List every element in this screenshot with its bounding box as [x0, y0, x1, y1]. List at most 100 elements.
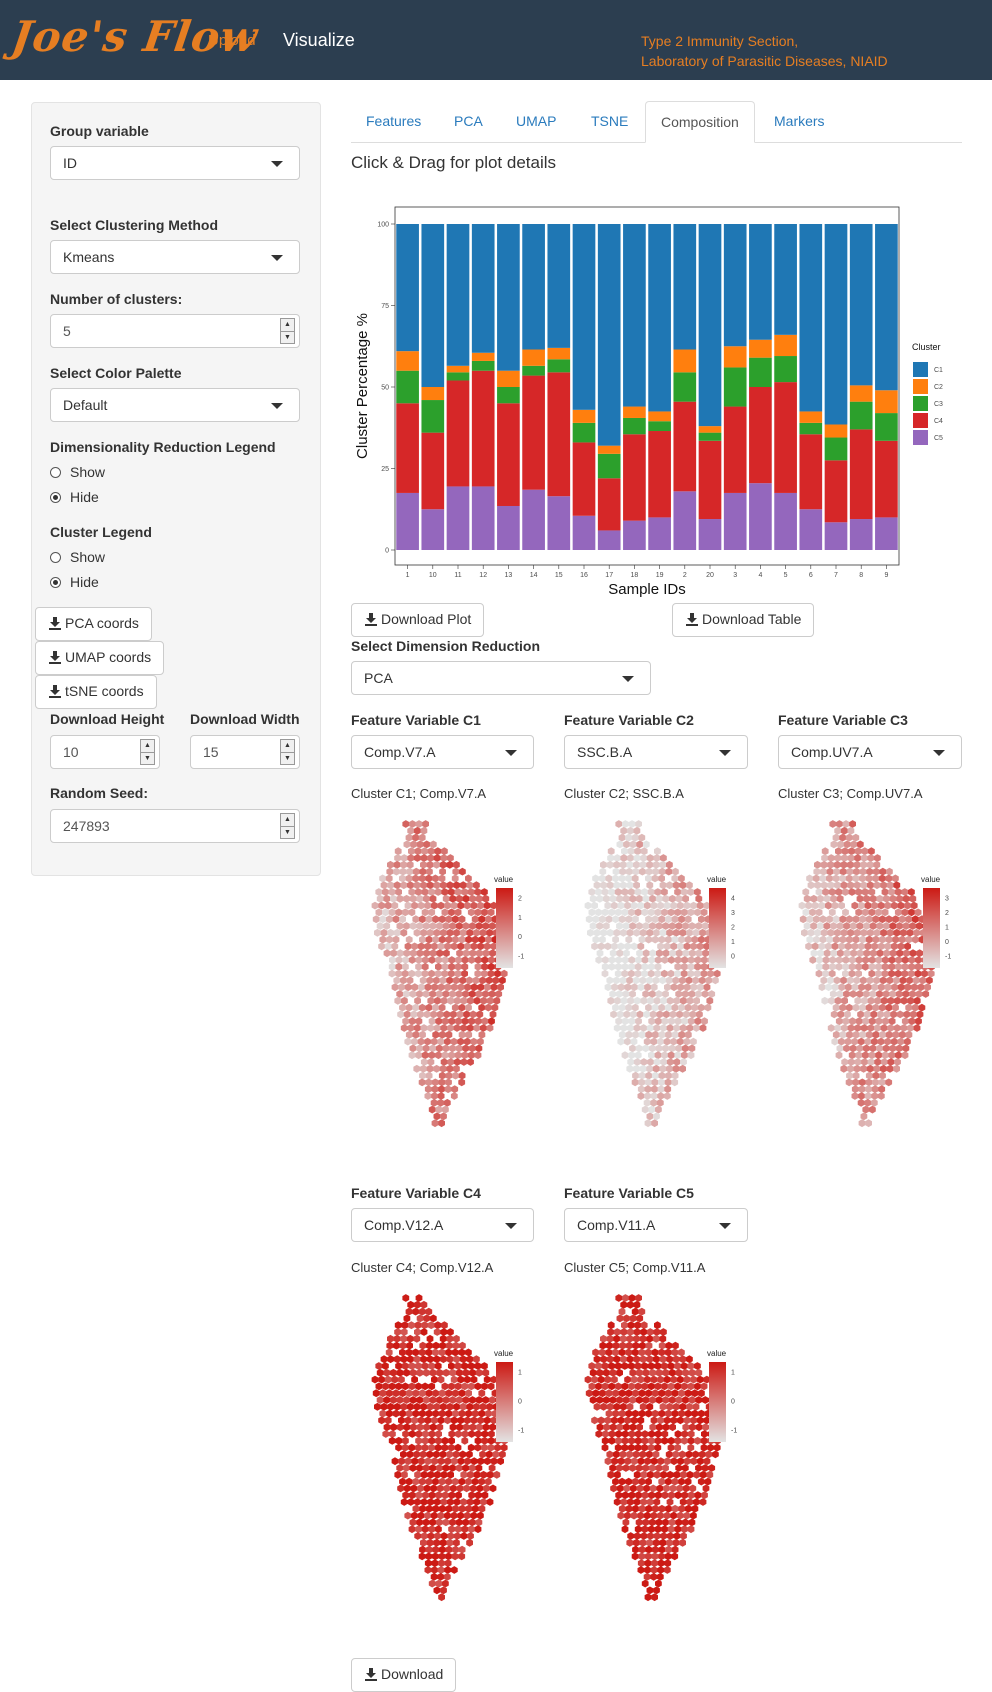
- feature-c2-select[interactable]: SSC.B.A: [564, 735, 748, 769]
- hex-cell: [666, 881, 673, 890]
- hex-cell: [599, 935, 606, 944]
- feature-c1-select[interactable]: Comp.V7.A: [351, 735, 534, 769]
- dr-legend-show-radio[interactable]: Show: [50, 464, 105, 480]
- spinner-icon[interactable]: ▲ ▼: [280, 318, 295, 344]
- dim-reduction-select[interactable]: PCA: [351, 661, 651, 695]
- hex-cell: [473, 881, 480, 890]
- spinner-icon[interactable]: ▲ ▼: [140, 739, 155, 765]
- hex-cell: [382, 908, 389, 917]
- tab-features[interactable]: Features: [366, 113, 422, 129]
- hex-cell: [881, 888, 889, 896]
- hex-cell: [657, 1566, 665, 1574]
- tab-pca[interactable]: PCA: [454, 113, 483, 129]
- hex-cell: [408, 1321, 415, 1330]
- tab-markers[interactable]: Markers: [774, 113, 825, 129]
- spinner-icon[interactable]: ▲ ▼: [280, 739, 295, 765]
- legend-tick-label: 2: [945, 910, 949, 917]
- nav-visualize-link[interactable]: Visualize: [283, 30, 355, 50]
- hex-cell: [632, 1450, 640, 1459]
- hex-cell: [636, 1368, 643, 1377]
- hex-cell: [625, 1504, 633, 1513]
- hex-cell: [384, 1416, 392, 1425]
- hex-cell: [687, 1382, 695, 1391]
- hex-cell: [696, 901, 704, 910]
- tab-tsne[interactable]: TSNE: [591, 113, 629, 129]
- hex-cell: [379, 915, 387, 924]
- tsne-coords-button[interactable]: tSNE coords: [35, 675, 157, 709]
- hex-cell: [431, 1416, 438, 1425]
- hex-cell: [486, 1470, 494, 1479]
- hex-cell: [445, 1504, 453, 1513]
- hex-cell: [642, 1368, 650, 1377]
- hex-cell: [446, 881, 454, 890]
- hex-cell: [855, 956, 863, 964]
- hex-cell: [468, 1044, 476, 1053]
- hex-cell: [500, 1443, 508, 1452]
- hex-cell: [913, 996, 921, 1005]
- clustering-method-select[interactable]: Kmeans: [50, 240, 300, 274]
- hex-cell: [880, 1058, 888, 1066]
- spinner-icon[interactable]: ▲ ▼: [280, 813, 295, 839]
- download-button[interactable]: Download: [351, 1658, 457, 1692]
- hex-cell: [458, 1030, 466, 1039]
- hex-cell: [412, 1504, 420, 1513]
- hex-cell: [394, 847, 402, 856]
- dr-legend-hide-radio[interactable]: Hide: [50, 489, 99, 505]
- hex-cell: [609, 1368, 617, 1377]
- cluster-legend-show-radio[interactable]: Show: [50, 549, 105, 565]
- hex-cell: [867, 928, 874, 937]
- hex-cell: [701, 1017, 708, 1026]
- feature-c5-select[interactable]: Comp.V11.A: [564, 1208, 748, 1242]
- hex-cell: [635, 1518, 643, 1527]
- hex-cell: [454, 962, 462, 971]
- download-width-input[interactable]: 15 ▲ ▼: [190, 735, 300, 769]
- num-clusters-input[interactable]: 5 ▲ ▼: [50, 314, 300, 348]
- organization-text: Type 2 Immunity Section, Laboratory of P…: [641, 31, 888, 71]
- bar-segment-c4: [698, 440, 722, 520]
- hex-cell: [416, 1396, 424, 1404]
- color-palette-select[interactable]: Default: [50, 388, 300, 422]
- hex-cell: [912, 915, 919, 924]
- tab-composition[interactable]: Composition: [645, 101, 755, 143]
- hex-cell: [636, 840, 644, 849]
- hex-cell: [638, 1307, 646, 1316]
- hex-cell: [641, 1430, 649, 1438]
- feature-c1-value: Comp.V7.A: [364, 744, 436, 760]
- cluster-legend-hide-radio[interactable]: Hide: [50, 574, 99, 590]
- umap-coords-button[interactable]: UMAP coords: [35, 641, 165, 675]
- hex-cell: [409, 990, 417, 998]
- tab-umap[interactable]: UMAP: [516, 113, 557, 129]
- random-seed-input[interactable]: 247893 ▲ ▼: [50, 809, 300, 843]
- download-height-input[interactable]: 10 ▲ ▼: [50, 735, 160, 769]
- nav-upload-link[interactable]: Upload: [208, 32, 256, 49]
- hex-cell: [849, 990, 857, 998]
- hex-cell: [448, 956, 456, 964]
- hex-cell: [414, 1532, 422, 1540]
- feature-c4-select[interactable]: Comp.V12.A: [351, 1208, 534, 1242]
- hex-cell: [655, 1368, 663, 1377]
- hex-cell: [423, 894, 430, 903]
- hex-cell: [424, 1559, 432, 1568]
- hex-cell: [481, 908, 488, 917]
- download-table-button[interactable]: Download Table: [672, 603, 815, 637]
- legend-colorbar: [709, 888, 726, 968]
- bar-segment-c5: [623, 520, 646, 550]
- pca-coords-button[interactable]: PCA coords: [35, 607, 152, 641]
- bar-segment-c2: [723, 346, 747, 368]
- hex-cell: [442, 1579, 449, 1588]
- hex-cell: [679, 881, 687, 890]
- bar-segment-c3: [446, 372, 470, 381]
- download-plot-button[interactable]: Download Plot: [351, 603, 485, 637]
- hex-cell: [488, 956, 495, 964]
- hex-cell: [415, 956, 423, 964]
- group-variable-select[interactable]: ID: [50, 146, 300, 180]
- hex-cell: [371, 901, 379, 910]
- feature-c3-select[interactable]: Comp.UV7.A: [778, 735, 962, 769]
- hex-cell: [895, 962, 902, 971]
